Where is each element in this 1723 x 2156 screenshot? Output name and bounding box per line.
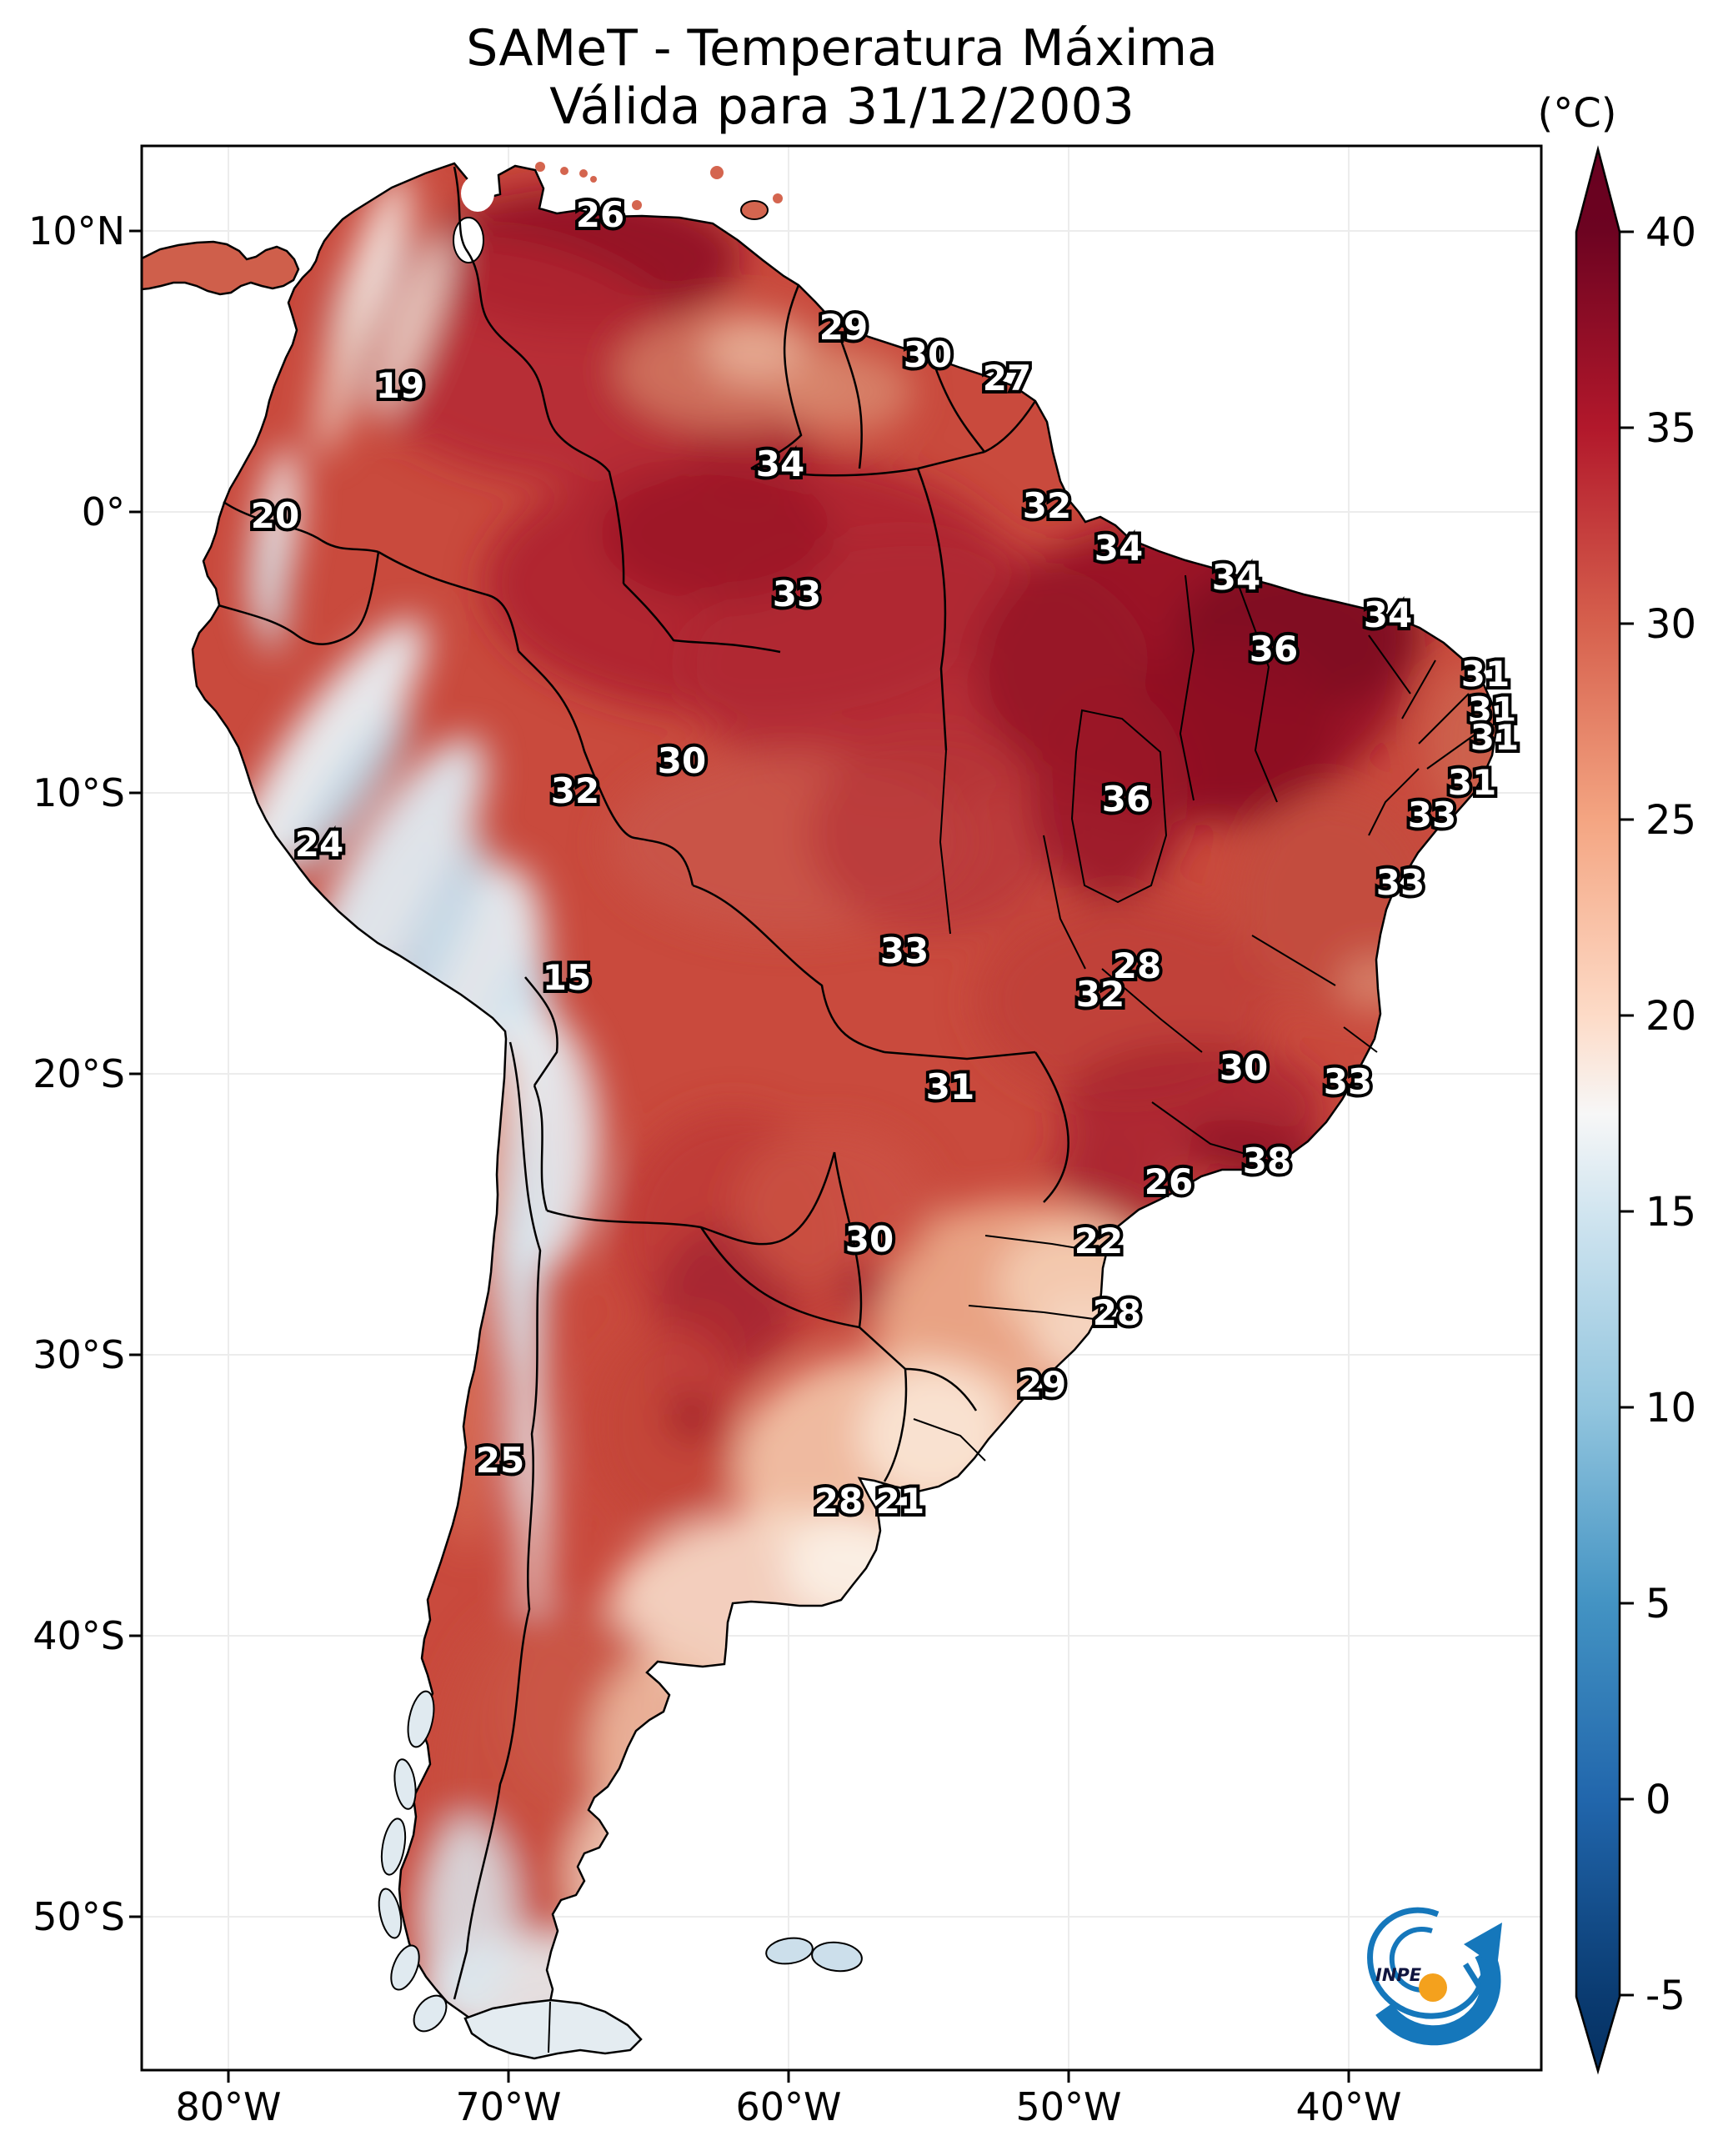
station-value-label: 34	[1364, 594, 1412, 635]
inpe-swirl-outer	[1367, 1907, 1485, 2019]
station-temperature-labels: 2619202930273433323434343631313131333330…	[248, 191, 1522, 1525]
station-value-label: 34	[1212, 557, 1260, 598]
station-value-label: 28	[1113, 945, 1161, 986]
station-value-label: 20	[251, 495, 299, 536]
station-value-label: 21	[876, 1481, 924, 1522]
station-value-label: 33	[1408, 795, 1456, 835]
station-value-label: 29	[1018, 1364, 1066, 1405]
lat-label: 40°S	[33, 1613, 125, 1658]
station-value-label: 31	[1448, 762, 1496, 803]
station-value-label: 30	[658, 740, 706, 781]
station-value-label: 30	[1220, 1047, 1268, 1088]
station-value-label: 31	[1461, 654, 1510, 694]
colorbar-bar	[1575, 145, 1621, 2075]
station-value-label: 33	[1324, 1061, 1372, 1102]
axis-tick-marks	[129, 229, 1350, 2083]
colorbar-tick-label: 35	[1645, 405, 1696, 452]
station-value-label: 36	[1250, 629, 1298, 669]
coastline	[191, 162, 1498, 2030]
station-value-label: 36	[1102, 779, 1150, 820]
station-value-label: 30	[845, 1219, 894, 1260]
station-value-label: 28	[814, 1481, 863, 1522]
political-borders	[218, 166, 1069, 2000]
inpe-swirl-inner	[1389, 1927, 1433, 1993]
lat-label: 30°S	[33, 1332, 125, 1377]
colorbar-tick-label: 0	[1645, 1777, 1671, 1823]
station-value-label: 26	[576, 194, 624, 235]
station-value-label: 19	[376, 365, 424, 406]
longitude-tick-labels: 80°W 70°W 60°W 50°W 40°W	[175, 2084, 1401, 2129]
station-value-label: 33	[773, 574, 821, 614]
tierra-del-fuego	[463, 1998, 643, 2060]
lat-label: 10°S	[33, 770, 125, 815]
station-value-label: 34	[756, 444, 804, 484]
colorbar-tick-marks	[1620, 230, 1634, 1997]
map-title-line2: Válida para 31/12/2003	[549, 78, 1134, 136]
map-title-line1: SAMeT - Temperatura Máxima	[466, 19, 1218, 78]
colorbar-tick-labels: 40 35 30 25 20 15 10 5 0 -5	[1645, 209, 1696, 2019]
station-value-label: 38	[1243, 1141, 1291, 1181]
colorbar-tick-label: -5	[1645, 1973, 1685, 2019]
colorbar-tick-label: 5	[1645, 1581, 1671, 1627]
caribbean-islands	[535, 162, 783, 220]
brazil-state-borders	[913, 574, 1486, 1462]
station-value-label: 28	[1093, 1292, 1141, 1333]
inpe-big-arrowhead	[1464, 1923, 1502, 1968]
inpe-big-arrow	[1375, 1948, 1501, 2046]
station-value-label: 32	[551, 770, 599, 811]
lat-label: 10°N	[28, 208, 125, 253]
station-value-label: 25	[476, 1440, 524, 1481]
latitude-tick-labels: 10°N 0° 10°S 20°S 30°S 40°S 50°S	[28, 208, 125, 1939]
inpe-logo: INPE	[1367, 1907, 1502, 2046]
station-value-label: 33	[1376, 862, 1425, 903]
colorbar-tick-label: 40	[1645, 209, 1696, 256]
station-value-label: 27	[983, 358, 1031, 399]
chilean-fjord-islands	[378, 1690, 448, 2033]
lon-label: 70°W	[455, 2084, 561, 2129]
station-value-label: 33	[880, 930, 929, 971]
station-value-label: 31	[926, 1066, 974, 1107]
station-value-label: 31	[1470, 717, 1519, 758]
station-value-label: 31	[1468, 689, 1516, 730]
colorbar-tick-label: 25	[1645, 797, 1696, 844]
station-value-label: 34	[1094, 528, 1143, 569]
station-value-label: 22	[1074, 1221, 1123, 1261]
lat-label: 0°	[82, 489, 125, 534]
station-value-label: 24	[295, 824, 343, 865]
inpe-logo-text: INPE	[1375, 1965, 1422, 1985]
lat-label: 50°S	[33, 1894, 125, 1939]
colorbar: 40 35 30 25 20 15 10 5 0 -5	[1575, 145, 1696, 2075]
colorbar-tick-label: 10	[1645, 1385, 1696, 1431]
south-america-landmass	[191, 162, 1498, 2030]
lat-label: 20°S	[33, 1051, 125, 1096]
lon-label: 80°W	[175, 2084, 281, 2129]
lon-label: 50°W	[1015, 2084, 1121, 2129]
station-value-label: 29	[819, 307, 868, 348]
station-value-label: 32	[1023, 485, 1071, 526]
panama-landmass	[140, 240, 300, 296]
falkland-islands	[765, 1937, 863, 1973]
lon-label: 40°W	[1295, 2084, 1401, 2129]
station-value-label: 26	[1144, 1161, 1193, 1202]
station-value-label: 30	[904, 334, 952, 375]
station-value-label: 15	[543, 957, 591, 998]
inpe-orange-dot	[1419, 1973, 1447, 2002]
colorbar-tick-label: 20	[1645, 993, 1696, 1040]
colorbar-unit-label: (°C)	[1538, 90, 1617, 137]
station-value-label: 32	[1076, 974, 1124, 1015]
map-axes-frame	[140, 144, 1543, 2072]
tdf-border	[548, 2001, 551, 2053]
lon-label: 60°W	[735, 2084, 841, 2129]
colorbar-tick-label: 15	[1645, 1189, 1696, 1236]
colorbar-tick-label: 30	[1645, 601, 1696, 648]
